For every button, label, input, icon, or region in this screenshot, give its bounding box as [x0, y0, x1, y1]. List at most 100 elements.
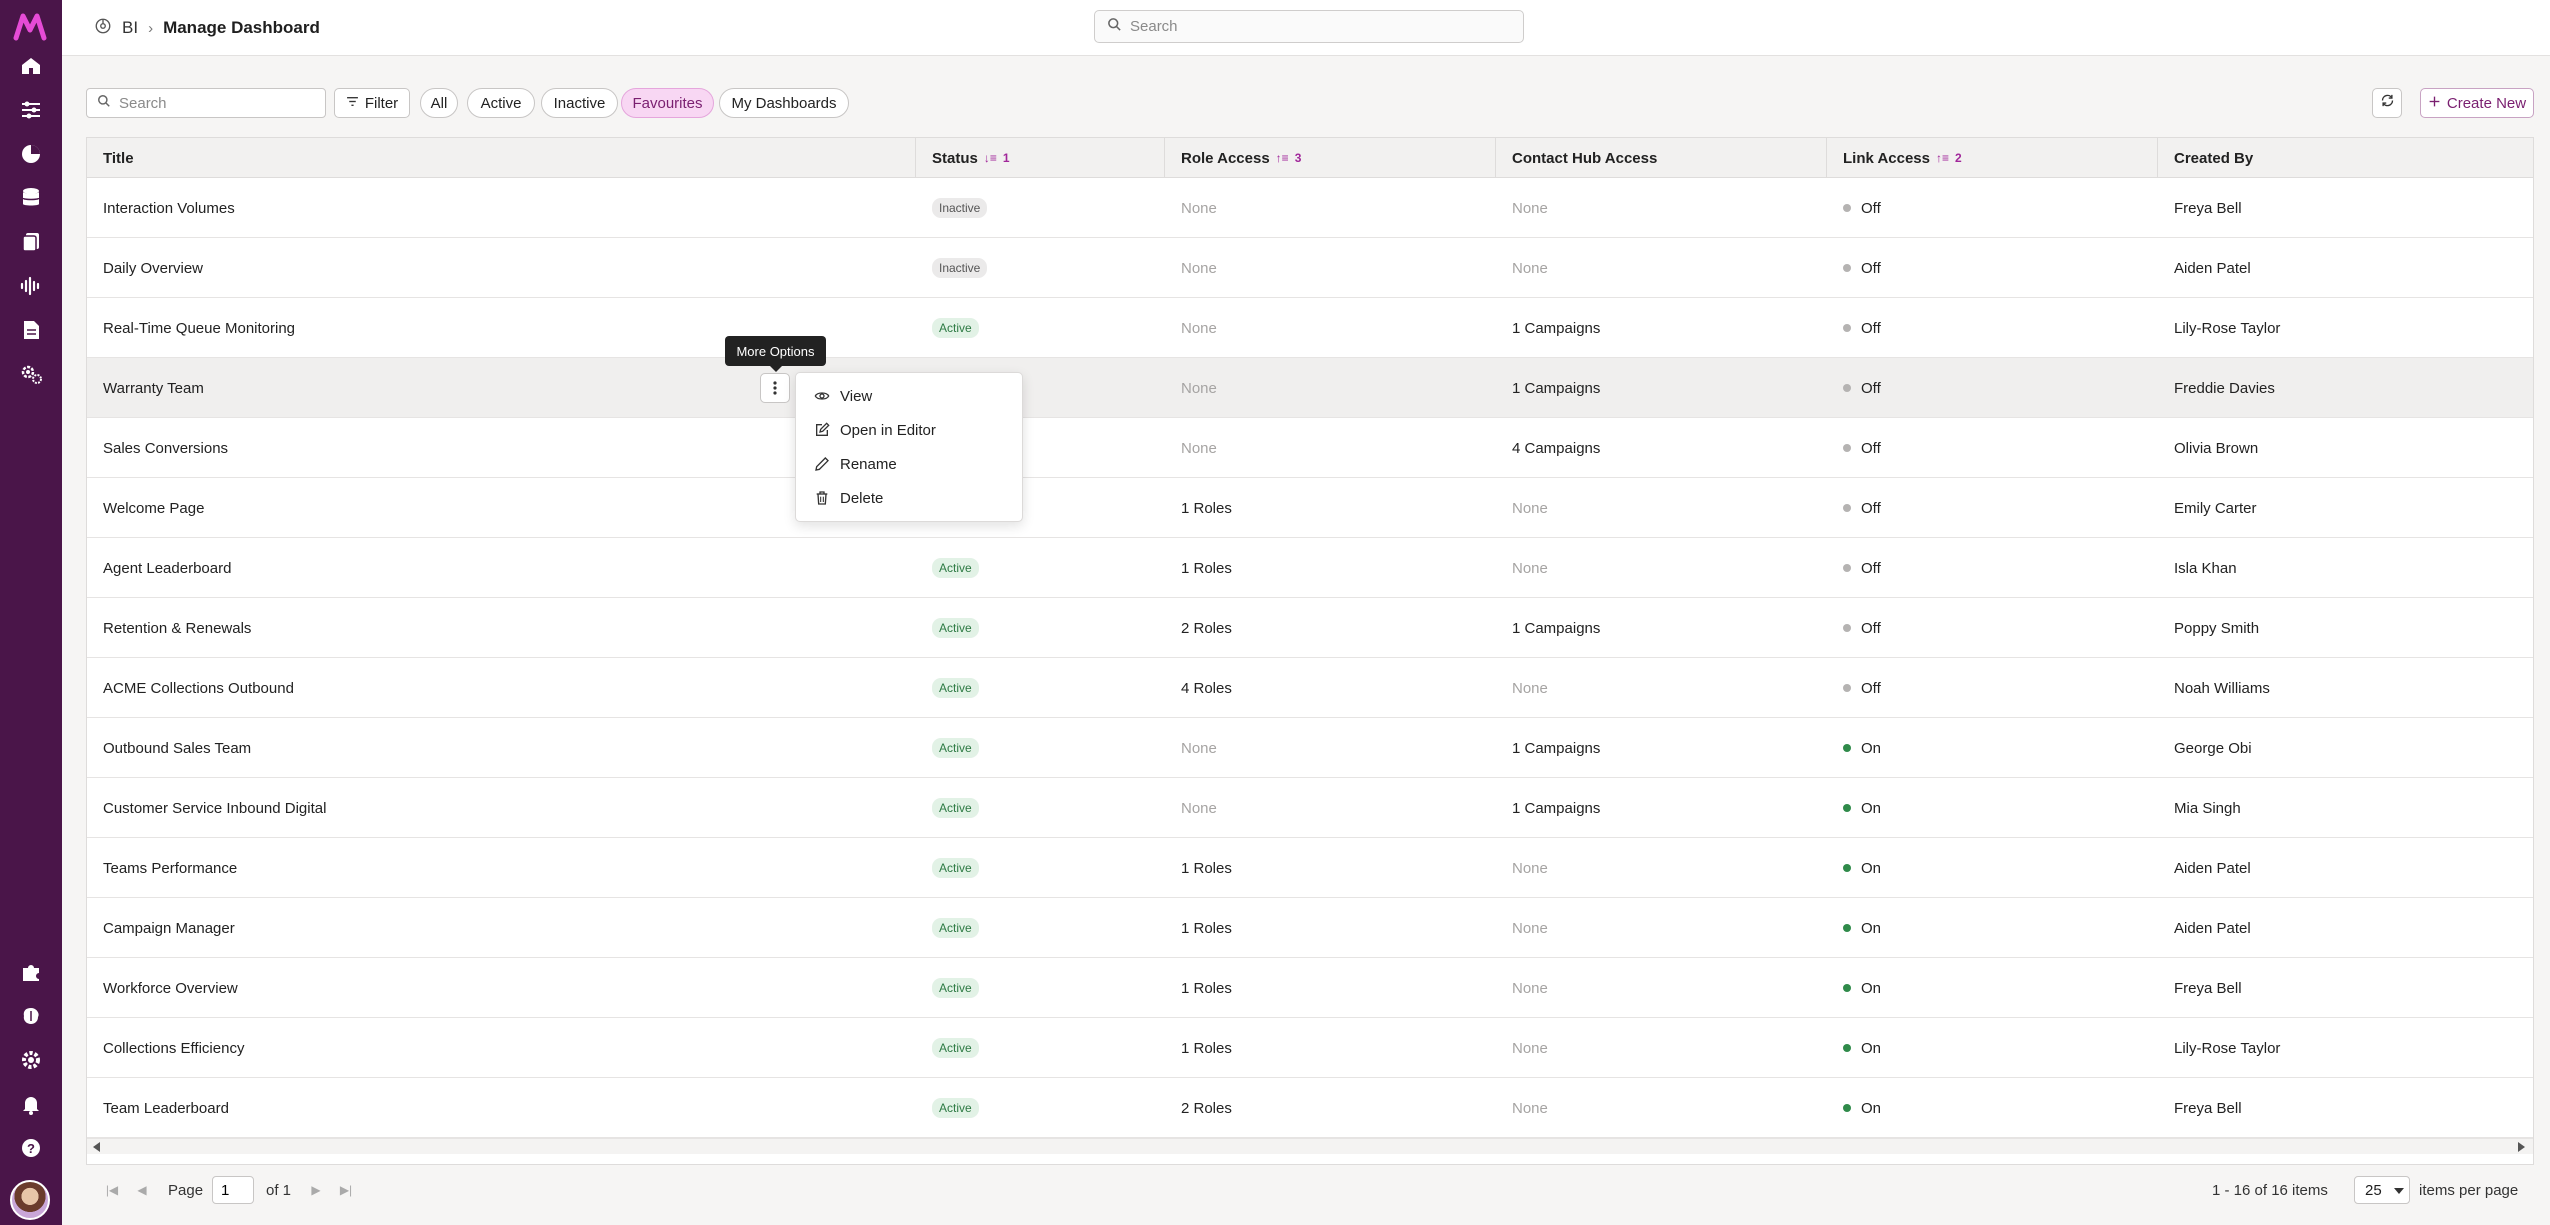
row-title[interactable]: Team Leaderboard: [103, 1099, 229, 1117]
avatar[interactable]: [10, 1180, 50, 1220]
pill-inactive[interactable]: Inactive: [541, 88, 618, 118]
table-row[interactable]: Daily Overview Inactive None None Off Aiden P…: [87, 238, 2533, 298]
menu-item-label: Delete: [840, 489, 884, 507]
chart-icon[interactable]: [17, 140, 45, 168]
row-title[interactable]: Agent Leaderboard: [103, 559, 232, 577]
table-row[interactable]: Sales Conversions None 4 Campaigns Off Olivi…: [87, 418, 2533, 478]
menu-item-delete[interactable]: Delete: [796, 481, 1022, 515]
cell-status: Active: [916, 298, 1165, 358]
database-icon[interactable]: [17, 184, 45, 212]
column-link-access-label: Link Access: [1843, 149, 1930, 167]
table-row[interactable]: Agent Leaderboard Active 1 Roles None Off Isl…: [87, 538, 2533, 598]
column-role-access[interactable]: Role Access ↑≡ 3: [1165, 138, 1496, 178]
pill-favourites[interactable]: Favourites: [621, 88, 714, 118]
sliders-icon[interactable]: [17, 96, 45, 124]
row-title[interactable]: Warranty Team: [103, 379, 204, 397]
gear-icon[interactable]: [17, 1046, 45, 1074]
column-title[interactable]: Title: [87, 138, 916, 178]
per-page-value: 25: [2365, 1181, 2382, 1199]
table-row[interactable]: Team Leaderboard Active 2 Roles None On Freya…: [87, 1078, 2533, 1138]
per-page-select[interactable]: 25: [2354, 1176, 2410, 1204]
scroll-right-icon[interactable]: [2515, 1141, 2527, 1153]
table-row[interactable]: Workforce Overview Active 1 Roles None On Fre…: [87, 958, 2533, 1018]
table-row[interactable]: Outbound Sales Team Active None 1 Campaigns…: [87, 718, 2533, 778]
row-title[interactable]: Campaign Manager: [103, 919, 235, 937]
table-row[interactable]: Campaign Manager Active 1 Roles None On Aiden…: [87, 898, 2533, 958]
last-page-icon[interactable]: ▶|: [339, 1183, 353, 1197]
row-title[interactable]: Sales Conversions: [103, 439, 229, 457]
table-row[interactable]: Collections Efficiency Active 1 Roles None O…: [87, 1018, 2533, 1078]
refresh-button[interactable]: [2372, 88, 2402, 118]
more-options-tooltip: More Options: [725, 336, 826, 372]
first-page-icon[interactable]: |◀: [105, 1183, 119, 1197]
cell-created-by: Freya Bell: [2158, 958, 2533, 1018]
table-row[interactable]: Customer Service Inbound Digital Active No…: [87, 778, 2533, 838]
link-access-value: Off: [1861, 379, 1881, 397]
column-status[interactable]: Status ↓≡ 1: [916, 138, 1165, 178]
cell-role-access: None: [1165, 298, 1496, 358]
cell-role-access: None: [1165, 178, 1496, 238]
pill-my-dashboards[interactable]: My Dashboards: [719, 88, 849, 118]
horizontal-scrollbar[interactable]: [87, 1138, 2533, 1154]
app-logo[interactable]: [13, 10, 49, 42]
next-page-icon[interactable]: ▶: [311, 1183, 321, 1197]
created-by-value: Lily-Rose Taylor: [2174, 319, 2281, 337]
scroll-left-icon[interactable]: [91, 1141, 103, 1153]
row-title[interactable]: Welcome Page: [103, 499, 205, 517]
page-input[interactable]: [212, 1176, 254, 1204]
cell-contact-hub-access: None: [1496, 238, 1827, 298]
more-options-button[interactable]: [760, 373, 790, 403]
help-icon[interactable]: ?: [17, 1134, 45, 1162]
table-row[interactable]: Warranty Team None 1 Campaigns Off Freddie D…: [87, 358, 2533, 418]
row-title[interactable]: Interaction Volumes: [103, 199, 235, 217]
chevron-down-icon: [2393, 1182, 2404, 1199]
table-row[interactable]: ACME Collections Outbound Active 4 Roles No…: [87, 658, 2533, 718]
prev-page-icon[interactable]: ◀: [137, 1183, 147, 1197]
menu-item-rename[interactable]: Rename: [796, 447, 1022, 481]
report-icon[interactable]: [17, 316, 45, 344]
cell-created-by: Isla Khan: [2158, 538, 2533, 598]
create-new-button[interactable]: Create New: [2420, 88, 2534, 118]
row-title[interactable]: ACME Collections Outbound: [103, 679, 294, 697]
cell-contact-hub-access: None: [1496, 1078, 1827, 1138]
settings-users-icon[interactable]: [17, 360, 45, 388]
table-row[interactable]: Teams Performance Active 1 Roles None On Aide…: [87, 838, 2533, 898]
menu-item-view[interactable]: View: [796, 379, 1022, 413]
row-title[interactable]: Retention & Renewals: [103, 619, 252, 637]
home-icon[interactable]: [17, 52, 45, 80]
row-title[interactable]: Customer Service Inbound Digital: [103, 799, 327, 817]
table-search-input[interactable]: [119, 94, 309, 112]
contact-hub-access-value: None: [1512, 679, 1548, 697]
brain-icon[interactable]: [17, 1002, 45, 1030]
link-status-dot: [1843, 504, 1851, 512]
row-title[interactable]: Teams Performance: [103, 859, 238, 877]
waveform-icon[interactable]: [17, 272, 45, 300]
row-title[interactable]: Daily Overview: [103, 259, 204, 277]
bell-icon[interactable]: [17, 1090, 45, 1118]
column-link-access[interactable]: Link Access ↑≡ 2: [1827, 138, 2158, 178]
puzzle-icon[interactable]: [17, 958, 45, 986]
cell-created-by: Noah Williams: [2158, 658, 2533, 718]
link-access-value: Off: [1861, 559, 1881, 577]
row-title[interactable]: Workforce Overview: [103, 979, 238, 997]
pill-active[interactable]: Active: [467, 88, 535, 118]
row-title[interactable]: Outbound Sales Team: [103, 739, 252, 757]
filter-button[interactable]: Filter: [334, 88, 410, 118]
status-badge: Inactive: [932, 258, 988, 278]
document-stack-icon[interactable]: [17, 228, 45, 256]
table-row[interactable]: Retention & Renewals Active 2 Roles 1 Campa…: [87, 598, 2533, 658]
column-contact-hub-access[interactable]: Contact Hub Access: [1496, 138, 1827, 178]
table-row[interactable]: Real-Time Queue Monitoring Active None 1 Ca…: [87, 298, 2533, 358]
row-title[interactable]: Real-Time Queue Monitoring: [103, 319, 296, 337]
pill-all[interactable]: All: [420, 88, 458, 118]
column-created-by[interactable]: Created By: [2158, 138, 2533, 178]
breadcrumb-root[interactable]: BI: [122, 18, 139, 37]
table-row[interactable]: Interaction Volumes Inactive None None Off Fr…: [87, 178, 2533, 238]
menu-item-open-in-editor[interactable]: Open in Editor: [796, 413, 1022, 447]
row-title[interactable]: Collections Efficiency: [103, 1039, 245, 1057]
created-by-value: Lily-Rose Taylor: [2174, 1039, 2281, 1057]
link-access-value: On: [1861, 739, 1882, 757]
global-search-input[interactable]: [1130, 18, 1490, 35]
table-row[interactable]: Welcome Page 1 Roles None Off Emily Carter: [87, 478, 2533, 538]
link-access-value: Off: [1861, 199, 1881, 217]
